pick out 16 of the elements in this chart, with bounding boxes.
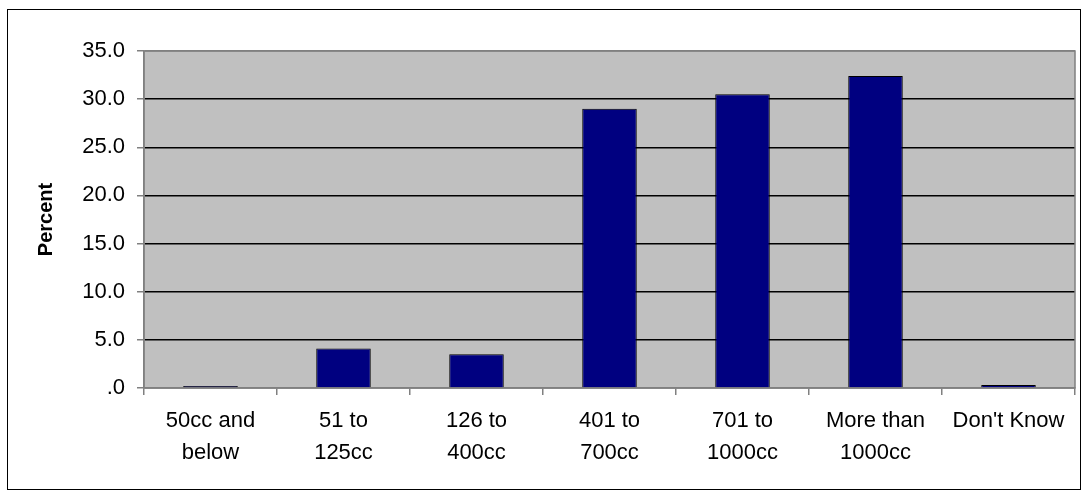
- y-tick-label: .0: [106, 374, 125, 400]
- x-tick-label: 50cc and below: [165, 407, 256, 464]
- y-tick-label: 20.0: [82, 181, 125, 207]
- y-tick-label: 10.0: [82, 277, 125, 303]
- y-tick-label: 35.0: [82, 37, 125, 63]
- x-tick-label: 401 to 700cc: [578, 407, 641, 464]
- x-tick-label: 701 to 1000cc: [707, 407, 778, 464]
- x-tick-label: Don't Know: [952, 407, 1065, 433]
- x-tick-label: More than 1000cc: [825, 407, 926, 464]
- y-tick-label: 15.0: [82, 229, 125, 255]
- x-tick-label: 51 to 125cc: [314, 407, 373, 464]
- x-tick-label: 126 to 400cc: [445, 407, 508, 464]
- y-axis-title: Percent: [33, 182, 56, 257]
- y-tick-label: 25.0: [82, 133, 125, 159]
- y-tick-label: 30.0: [82, 85, 125, 111]
- y-tick-label: 5.0: [94, 325, 125, 351]
